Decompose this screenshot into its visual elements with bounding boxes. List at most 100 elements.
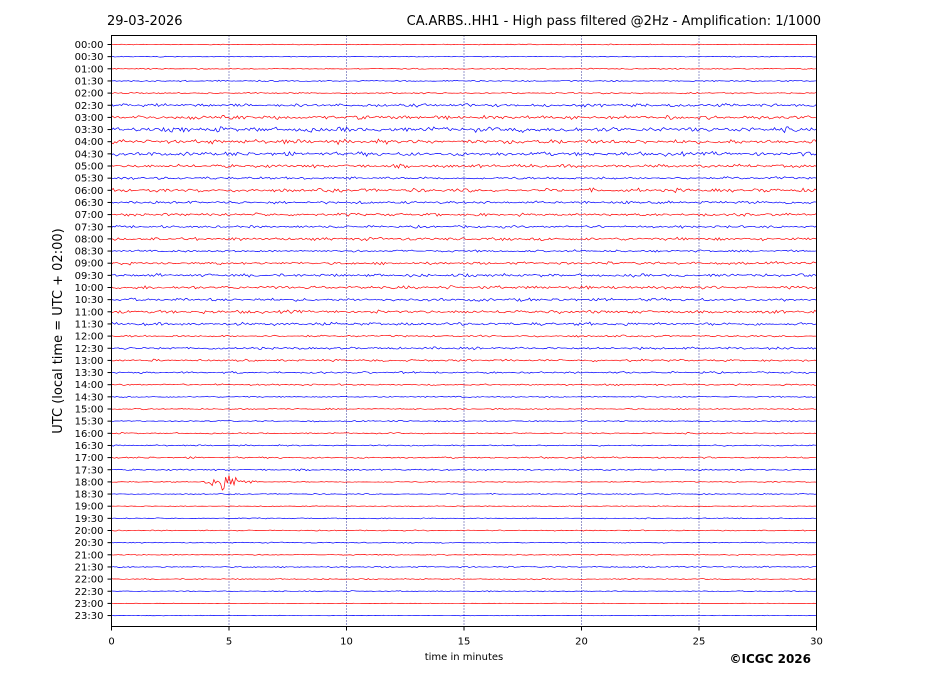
trace-1230 [111, 346, 817, 351]
trace-0330 [111, 126, 817, 134]
trace-0600 [111, 187, 817, 194]
y-tick-label: 02:00 [75, 89, 104, 100]
trace-1000 [111, 285, 817, 290]
y-tick-label: 18:30 [75, 490, 104, 501]
trace-1130 [111, 321, 817, 327]
x-tick-label: 0 [108, 637, 114, 648]
trace-1200 [111, 334, 817, 338]
y-tick-label: 03:30 [75, 125, 104, 136]
trace-2200 [111, 578, 817, 581]
trace-0030 [111, 55, 817, 58]
trace-0100 [111, 67, 817, 70]
trace-1830 [111, 492, 817, 496]
trace-0830 [111, 249, 817, 253]
y-tick-label: 06:00 [75, 186, 104, 197]
trace-1300 [111, 358, 817, 363]
trace-1030 [111, 297, 817, 302]
trace-2030 [111, 541, 817, 544]
y-tick-label: 12:30 [75, 344, 104, 355]
copyright-label: ©ICGC 2026 [729, 652, 811, 666]
trace-2130 [111, 565, 817, 569]
trace-0200 [111, 91, 817, 95]
y-tick-label: 06:30 [75, 198, 104, 209]
trace-1600 [111, 432, 817, 435]
y-tick-label: 19:00 [75, 502, 104, 513]
y-tick-label: 22:00 [75, 575, 104, 586]
y-tick-label: 20:00 [75, 526, 104, 537]
trace-1700 [111, 456, 817, 460]
y-tick-label: 08:00 [75, 234, 104, 245]
trace-2100 [111, 553, 817, 556]
trace-1630 [111, 444, 817, 447]
trace-1430 [111, 395, 817, 399]
y-tick-label: 14:00 [75, 380, 104, 391]
y-tick-label: 02:30 [75, 101, 104, 112]
y-tick-label: 14:30 [75, 392, 104, 403]
trace-1800 [111, 475, 817, 491]
y-tick-label: 09:00 [75, 259, 104, 270]
y-tick-label: 08:30 [75, 247, 104, 258]
trace-0930 [111, 272, 817, 278]
trace-0430 [111, 150, 817, 157]
date-label: 29-03-2026 [107, 14, 183, 29]
y-tick-label: 17:00 [75, 453, 104, 464]
trace-0300 [111, 114, 817, 121]
trace-2000 [111, 529, 817, 532]
trace-1330 [111, 371, 817, 374]
trace-2300 [111, 602, 817, 605]
trace-1930 [111, 517, 817, 520]
y-tick-label: 16:00 [75, 429, 104, 440]
y-tick-label: 23:00 [75, 599, 104, 610]
trace-2330 [111, 614, 817, 617]
y-tick-label: 15:00 [75, 405, 104, 416]
x-tick-label: 5 [226, 637, 232, 648]
y-tick-label: 11:30 [75, 319, 104, 330]
y-tick-label: 01:30 [75, 76, 104, 87]
y-tick-label: 23:30 [75, 611, 104, 622]
trace-1900 [111, 505, 817, 508]
y-tick-label: 12:00 [75, 332, 104, 343]
y-tick-label: 10:00 [75, 283, 104, 294]
y-tick-label: 01:00 [75, 64, 104, 75]
y-tick-label: 13:00 [75, 356, 104, 367]
trace-0800 [111, 236, 817, 242]
trace-0530 [111, 176, 817, 180]
y-tick-label: 21:00 [75, 550, 104, 561]
trace-0400 [111, 138, 817, 146]
trace-2230 [111, 590, 817, 593]
y-tick-label: 09:30 [75, 271, 104, 282]
y-tick-label: 00:30 [75, 52, 104, 63]
y-tick-label: 05:30 [75, 174, 104, 185]
y-tick-label: 00:00 [75, 40, 104, 51]
y-axis-label: UTC (local time = UTC + 02:00) [51, 228, 66, 433]
trace-0730 [111, 224, 817, 229]
chart-title: CA.ARBS..HH1 - High pass filtered @2Hz -… [407, 14, 821, 29]
y-tick-label: 22:30 [75, 587, 104, 598]
trace-1400 [111, 383, 817, 387]
y-tick-label: 20:30 [75, 538, 104, 549]
trace-1100 [111, 309, 817, 315]
y-tick-label: 11:00 [75, 307, 104, 318]
trace-0500 [111, 163, 817, 169]
y-tick-label: 16:30 [75, 441, 104, 452]
y-tick-label: 04:00 [75, 137, 104, 148]
x-tick-label: 10 [340, 637, 353, 648]
y-tick-label: 15:30 [75, 417, 104, 428]
y-tick-label: 21:30 [75, 562, 104, 573]
trace-0130 [111, 79, 817, 83]
x-tick-label: 15 [458, 637, 471, 648]
trace-0230 [111, 102, 817, 108]
x-tick-label: 30 [810, 637, 823, 648]
trace-1530 [111, 420, 817, 423]
trace-0900 [111, 261, 817, 266]
y-tick-label: 07:30 [75, 222, 104, 233]
x-tick-label: 25 [693, 637, 706, 648]
y-tick-label: 13:30 [75, 368, 104, 379]
trace-0700 [111, 212, 817, 217]
x-axis-label: time in minutes [425, 652, 504, 663]
y-tick-label: 18:00 [75, 477, 104, 488]
y-tick-label: 03:00 [75, 113, 104, 124]
trace-1730 [111, 468, 817, 472]
